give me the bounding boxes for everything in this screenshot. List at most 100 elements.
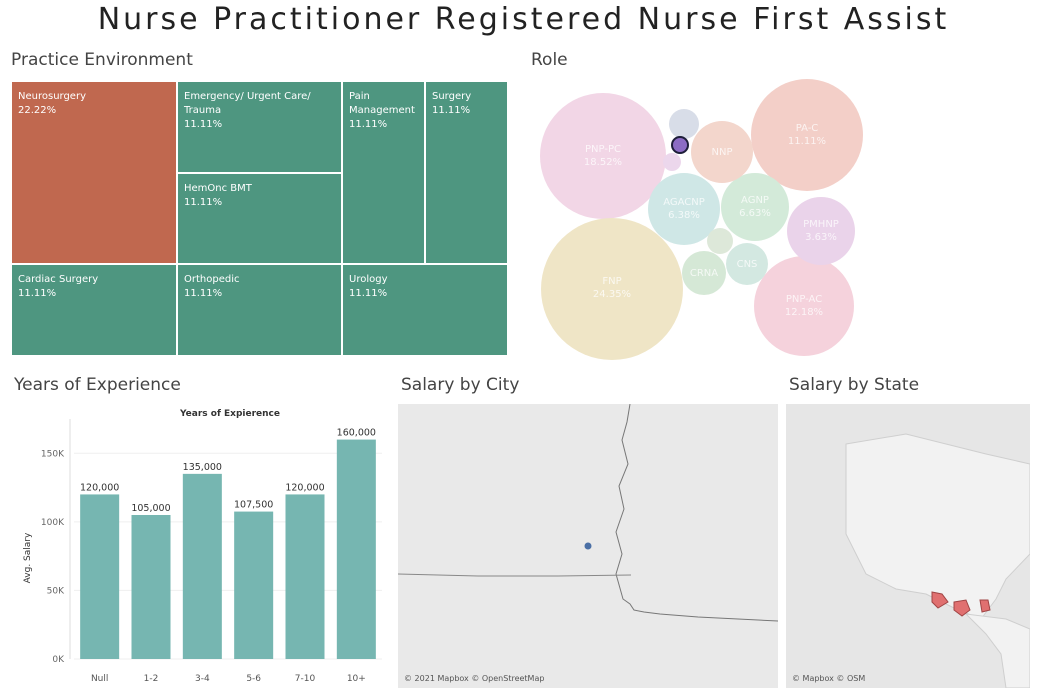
bubble-label: PNP-PC 18.52% bbox=[540, 143, 666, 169]
bar-Null[interactable] bbox=[80, 494, 120, 659]
bubble-pct: 24.35% bbox=[592, 289, 632, 300]
tile-pct: 11.11% bbox=[349, 119, 388, 130]
bubble-pct: 6.63% bbox=[739, 208, 771, 219]
bubble-label: PMHNP 3.63% bbox=[787, 218, 855, 244]
north-america-landmass bbox=[845, 433, 1030, 620]
tile-pct: 11.11% bbox=[432, 105, 471, 116]
bar-value-label: 160,000 bbox=[337, 428, 376, 439]
treemap-tile-pain-management[interactable]: Pain Management 11.11% bbox=[342, 81, 425, 264]
state-border bbox=[398, 573, 632, 577]
bar-5-6[interactable] bbox=[234, 511, 274, 659]
city-map[interactable]: © 2021 Mapbox © OpenStreetMap bbox=[398, 404, 778, 688]
dashboard-title: Nurse Practitioner Registered Nurse Firs… bbox=[97, 2, 950, 37]
treemap-tile-orthopedic[interactable]: Orthopedic 11.11% bbox=[177, 264, 342, 356]
bubble-pct: 6.38% bbox=[668, 210, 700, 221]
y-tick-label: 100K bbox=[41, 518, 65, 528]
x-tick-label: 3-4 bbox=[195, 674, 210, 684]
bar-3-4[interactable] bbox=[182, 473, 222, 659]
bubble-pct: 3.63% bbox=[805, 232, 837, 243]
treemap-tile-cardiac-surgery[interactable]: Cardiac Surgery 11.11% bbox=[11, 264, 177, 356]
y-axis-label: Avg. Salary bbox=[23, 532, 33, 583]
y-tick-label: 0K bbox=[52, 655, 65, 665]
y-tick-label: 150K bbox=[41, 449, 65, 459]
bubble-agnp[interactable] bbox=[721, 173, 789, 241]
city-map-borders bbox=[398, 404, 778, 622]
bubble-label: AGNP 6.63% bbox=[721, 194, 789, 220]
bubble-selected[interactable] bbox=[671, 136, 689, 154]
treemap-tile-emergency[interactable]: Emergency/ Urgent Care/ Trauma 11.11% bbox=[177, 81, 342, 173]
city-heading: Salary by City bbox=[401, 375, 520, 395]
bar-value-label: 105,000 bbox=[131, 503, 170, 514]
treemap-heading: Practice Environment bbox=[11, 50, 193, 70]
bubble-pnp-pc[interactable] bbox=[540, 93, 666, 219]
state-map[interactable]: © Mapbox © OSM bbox=[786, 404, 1030, 688]
y-tick-label: 50K bbox=[47, 586, 65, 596]
bubble-fnp[interactable] bbox=[541, 218, 683, 360]
state-mark-california[interactable] bbox=[931, 591, 949, 609]
bubble-label: CRNA bbox=[682, 267, 726, 280]
bubble-small-pink[interactable] bbox=[663, 153, 681, 171]
treemap-tile-hemonc-bmt[interactable]: HemOnc BMT 11.11% bbox=[177, 173, 342, 264]
years-bar-chart: Years of Expierence Avg. Salary 0K 50K 100… bbox=[23, 409, 382, 684]
bar-value-label: 135,000 bbox=[183, 462, 222, 473]
tile-label: Neurosurgery bbox=[18, 91, 86, 102]
chart-title: Years of Expierence bbox=[179, 409, 280, 419]
treemap-tile-urology[interactable]: Urology 11.11% bbox=[342, 264, 508, 356]
tile-label: Urology bbox=[349, 274, 388, 285]
treemap-tile-neurosurgery[interactable]: Neurosurgery 22.22% bbox=[11, 81, 177, 264]
tile-pct: 22.22% bbox=[18, 105, 57, 116]
bubble-pct: 12.18% bbox=[784, 307, 824, 318]
x-tick-label: 7-10 bbox=[295, 674, 316, 684]
bar-7-10[interactable] bbox=[285, 494, 325, 659]
bubble-label: FNP 24.35% bbox=[541, 275, 683, 301]
tile-pct: 11.11% bbox=[349, 288, 388, 299]
bubble-name: CRNA bbox=[689, 268, 719, 279]
years-heading: Years of Experience bbox=[14, 375, 181, 395]
tile-pct: 11.11% bbox=[184, 119, 223, 130]
bubble-agacnp[interactable] bbox=[648, 173, 720, 245]
bubble-name: NNP bbox=[711, 147, 733, 158]
city-salary-dot[interactable] bbox=[584, 542, 592, 550]
state-heading: Salary by State bbox=[789, 375, 920, 395]
x-tick-label: Null bbox=[91, 674, 108, 684]
south-america-landmass bbox=[964, 613, 1030, 688]
bubble-small-blue[interactable] bbox=[669, 109, 699, 139]
tile-pct: 11.11% bbox=[184, 288, 223, 299]
tile-label: Surgery bbox=[432, 91, 472, 102]
tile-label: Cardiac Surgery bbox=[18, 274, 99, 285]
bubble-cns[interactable] bbox=[726, 243, 768, 285]
state-mark-texas[interactable] bbox=[953, 599, 971, 617]
map-credit: © 2021 Mapbox © OpenStreetMap bbox=[404, 674, 545, 683]
bubble-pct: 18.52% bbox=[583, 157, 623, 168]
bubble-label: NNP bbox=[691, 146, 753, 159]
bubble-label: PNP-AC 12.18% bbox=[754, 293, 854, 319]
bubble-pa-c[interactable] bbox=[751, 79, 863, 191]
x-tick-label: 1-2 bbox=[144, 674, 159, 684]
tile-label: Pain Management bbox=[349, 91, 415, 116]
bubble-nnp[interactable] bbox=[691, 121, 753, 183]
bar-value-label: 120,000 bbox=[285, 482, 324, 493]
bubble-crna[interactable] bbox=[682, 251, 726, 295]
bar-10+[interactable] bbox=[336, 439, 376, 659]
bar-1-2[interactable] bbox=[131, 515, 171, 659]
bubble-pmhnp[interactable] bbox=[787, 197, 855, 265]
treemap: Neurosurgery 22.22% Emergency/ Urgent Ca… bbox=[11, 81, 508, 356]
bubble-pct: 11.11% bbox=[787, 136, 827, 147]
x-tick-label: 5-6 bbox=[246, 674, 261, 684]
bubble-name: PMHNP bbox=[803, 219, 839, 230]
tile-label: Emergency/ Urgent Care/ Trauma bbox=[184, 91, 311, 116]
bar-value-label: 120,000 bbox=[80, 482, 119, 493]
map-credit: © Mapbox © OSM bbox=[792, 674, 866, 683]
treemap-tile-surgery[interactable]: Surgery 11.11% bbox=[425, 81, 508, 264]
bubble-label: CNS bbox=[726, 258, 768, 271]
tile-pct: 11.11% bbox=[18, 288, 57, 299]
tile-pct: 11.11% bbox=[184, 197, 223, 208]
bubble-small-green[interactable] bbox=[707, 228, 733, 254]
bubble-pnp-ac[interactable] bbox=[754, 256, 854, 356]
bubble-name: AGNP bbox=[741, 195, 769, 206]
bubble-name: PA-C bbox=[795, 123, 819, 134]
role-heading: Role bbox=[531, 50, 568, 70]
bar-value-label: 107,500 bbox=[234, 500, 273, 511]
bubble-name: AGACNP bbox=[663, 197, 705, 208]
state-mark-florida[interactable] bbox=[979, 599, 991, 613]
